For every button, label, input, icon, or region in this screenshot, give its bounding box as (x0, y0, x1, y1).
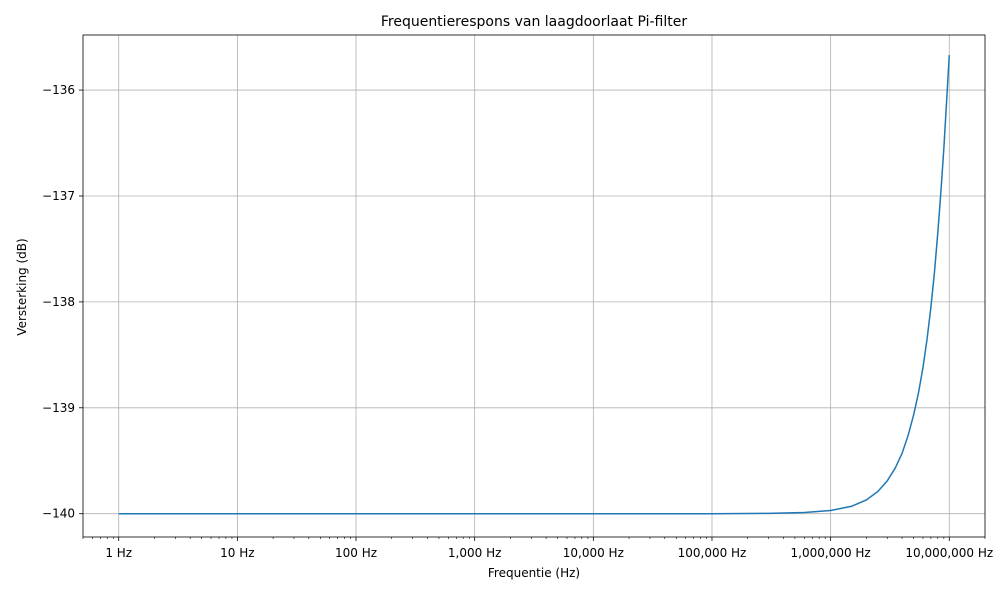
x-tick-label: 100 Hz (335, 546, 377, 560)
chart-title: Frequentierespons van laagdoorlaat Pi-fi… (381, 14, 688, 30)
y-axis-label: Versterking (dB) (15, 238, 29, 335)
x-tick-label: 1 Hz (105, 546, 132, 560)
gain-series-line (118, 55, 951, 515)
x-tick-label: 10,000 Hz (563, 546, 624, 560)
x-axis: 1 Hz 10 Hz 100 Hz 1,000 Hz 10,000 Hz 100,000 … (82, 537, 993, 560)
series-layer (118, 55, 951, 515)
x-tick-label: 1,000 Hz (448, 546, 502, 560)
y-tick-label: −140 (42, 507, 75, 521)
grid (83, 35, 985, 537)
x-tick-label: 100,000 Hz (678, 546, 747, 560)
x-axis-label: Frequentie (Hz) (488, 566, 580, 580)
y-tick-label: −136 (42, 83, 75, 97)
x-tick-label: 10 Hz (220, 546, 254, 560)
y-tick-label: −138 (42, 295, 75, 309)
y-tick-label: −139 (42, 401, 75, 415)
x-tick-label: 1,000,000 Hz (791, 546, 871, 560)
y-axis: −140 −139 −138 −137 −136 (42, 83, 83, 521)
plot-frame (82, 34, 986, 538)
y-tick-label: −137 (42, 189, 75, 203)
x-tick-label: 10,000,000 Hz (905, 546, 993, 560)
